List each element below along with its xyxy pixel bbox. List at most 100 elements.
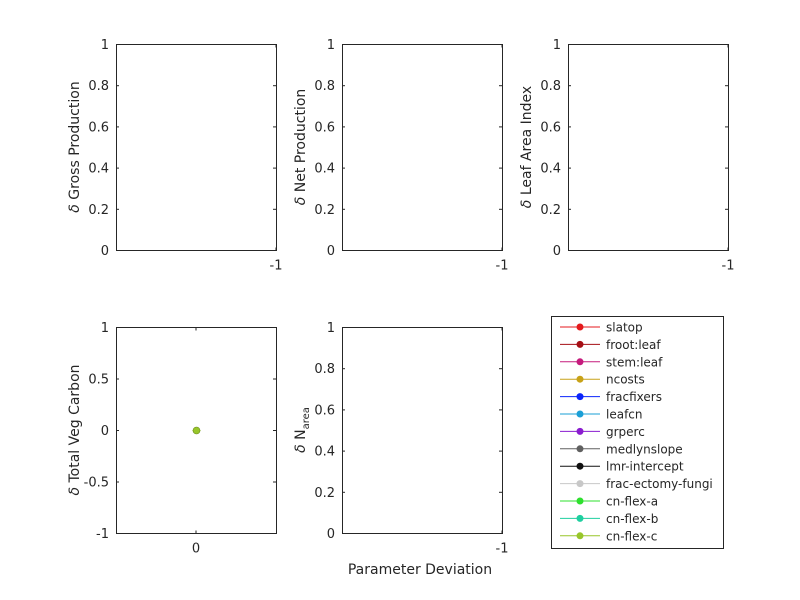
y-tick-label: 0.2: [88, 203, 109, 218]
legend-marker: [576, 375, 584, 383]
legend-entry: stem:leaf: [560, 355, 663, 369]
legend-entry: slatop: [560, 321, 643, 335]
legend-entry: medlynslope: [560, 442, 683, 456]
plot-frame: [342, 44, 503, 251]
panel-5: 0 0.2 0.4 0.6 0.8 1 -1 δ Narea: [293, 321, 508, 557]
y-label-text: Leaf Area Index: [519, 86, 535, 195]
plot-frame: [342, 327, 503, 534]
y-tick-label: -1: [96, 527, 109, 542]
y-tick-label: 1: [553, 38, 561, 53]
legend-label: lmr-intercept: [606, 460, 684, 474]
legend-label: froot:leaf: [606, 338, 661, 352]
panel-2: 0 0.2 0.4 0.6 0.8 1 -1 δ Net Production: [293, 38, 508, 274]
legend-label: leafcn: [606, 408, 643, 422]
y-label-subscript: area: [301, 407, 312, 429]
y-axis-label: δ Total Veg Carbon: [67, 364, 83, 495]
y-label-text: Net Production: [293, 89, 309, 193]
legend-marker: [576, 358, 584, 366]
y-axis-label: δ Narea: [293, 407, 312, 453]
legend-label: frac-ectomy-fungi: [606, 477, 713, 491]
x-tick-label: -1: [270, 259, 283, 274]
y-label-prefix: δ: [293, 440, 309, 453]
legend-entry: frac-ectomy-fungi: [560, 477, 713, 491]
legend-entry: cn-flex-b: [560, 512, 658, 526]
y-label-prefix: δ: [67, 200, 83, 213]
legend-label: grperc: [606, 425, 645, 439]
y-tick-label: 0: [101, 424, 109, 439]
y-tick-label: 0.8: [540, 79, 561, 94]
y-label-prefix: δ: [67, 483, 83, 496]
legend-label: slatop: [606, 321, 643, 335]
y-label-prefix: δ: [519, 195, 535, 208]
y-tick-label: 0.5: [88, 373, 109, 388]
y-tick-label: 0.4: [314, 162, 335, 177]
x-tick-label: -1: [496, 259, 509, 274]
x-tick-label: -1: [722, 259, 735, 274]
y-tick-label: 1: [327, 321, 335, 336]
legend-entry: leafcn: [560, 408, 643, 422]
legend-marker: [576, 514, 584, 522]
y-label-text: Gross Production: [67, 81, 83, 199]
legend-marker: [576, 462, 584, 470]
panel-1: 0 0.2 0.4 0.6 0.8 1 -1 δ Gross Production: [67, 38, 282, 274]
figure-x-axis-label: Parameter Deviation: [348, 562, 492, 578]
y-tick-label: 0.8: [314, 79, 335, 94]
legend-entry: cn-flex-c: [560, 529, 657, 543]
y-tick-label: 0.6: [314, 120, 335, 135]
legend-label: cn-flex-b: [606, 512, 658, 526]
legend-marker: [576, 497, 584, 505]
plot-frame: [116, 44, 277, 251]
y-axis-label: δ Net Production: [293, 89, 309, 206]
legend-marker: [576, 323, 584, 331]
x-tick-label: -1: [496, 542, 509, 557]
legend-entry: froot:leaf: [560, 338, 661, 352]
panel-3: 0 0.2 0.4 0.6 0.8 1 -1 δ Leaf Area Index: [519, 38, 734, 274]
y-label-prefix: δ: [293, 192, 309, 205]
legend-label: ncosts: [606, 373, 645, 387]
y-tick-label: 0.6: [314, 403, 335, 418]
y-tick-label: 1: [327, 38, 335, 53]
y-tick-label: 0.4: [540, 162, 561, 177]
y-tick-label: 0: [101, 244, 109, 259]
legend-marker: [576, 393, 584, 401]
y-tick-label: 0: [327, 527, 335, 542]
y-label-text: Total Veg Carbon: [67, 364, 83, 483]
y-label-text: N: [293, 429, 309, 439]
legend-marker: [576, 427, 584, 435]
legend-label: medlynslope: [606, 442, 683, 456]
y-tick-label: -0.5: [84, 476, 109, 491]
y-tick-label: 0.2: [314, 203, 335, 218]
legend-marker: [576, 410, 584, 418]
x-tick-label: 0: [192, 542, 200, 557]
y-tick-label: 0.2: [540, 203, 561, 218]
legend: slatop froot:leaf stem:leaf ncosts fracfixer…: [551, 316, 724, 549]
legend-entry: lmr-intercept: [560, 460, 684, 474]
y-tick-label: 0.4: [88, 162, 109, 177]
y-tick-label: 0.8: [314, 362, 335, 377]
legend-label: cn-flex-c: [606, 529, 657, 543]
y-tick-label: 1: [101, 38, 109, 53]
legend-label: stem:leaf: [606, 355, 663, 369]
legend-label: cn-flex-a: [606, 495, 658, 509]
y-tick-label: 0: [553, 244, 561, 259]
axes-layer: 0 0.2 0.4 0.6 0.8 1 -1 δ Gross Production 0 0.2 0.…: [67, 38, 734, 557]
legend-marker: [576, 480, 584, 488]
y-tick-label: 0.4: [314, 445, 335, 460]
data-point: [192, 426, 201, 435]
legend-entry: grperc: [560, 425, 645, 439]
plot-frame: [568, 44, 729, 251]
legend-entry: cn-flex-a: [560, 495, 658, 509]
y-axis-label: δ Gross Production: [67, 81, 83, 212]
y-axis-label: δ Leaf Area Index: [519, 86, 535, 208]
y-tick-label: 1: [101, 321, 109, 336]
legend-entry: fracfixers: [560, 390, 662, 404]
legend-entry: ncosts: [560, 373, 645, 387]
legend-marker: [576, 532, 584, 540]
panel-4: -1 -0.5 0 0.5 1 0 δ Total Veg Carbon: [67, 321, 277, 557]
y-tick-label: 0.6: [88, 120, 109, 135]
legend-marker: [576, 340, 584, 348]
legend-marker: [576, 445, 584, 453]
y-tick-label: 0: [327, 244, 335, 259]
y-tick-label: 0.6: [540, 120, 561, 135]
